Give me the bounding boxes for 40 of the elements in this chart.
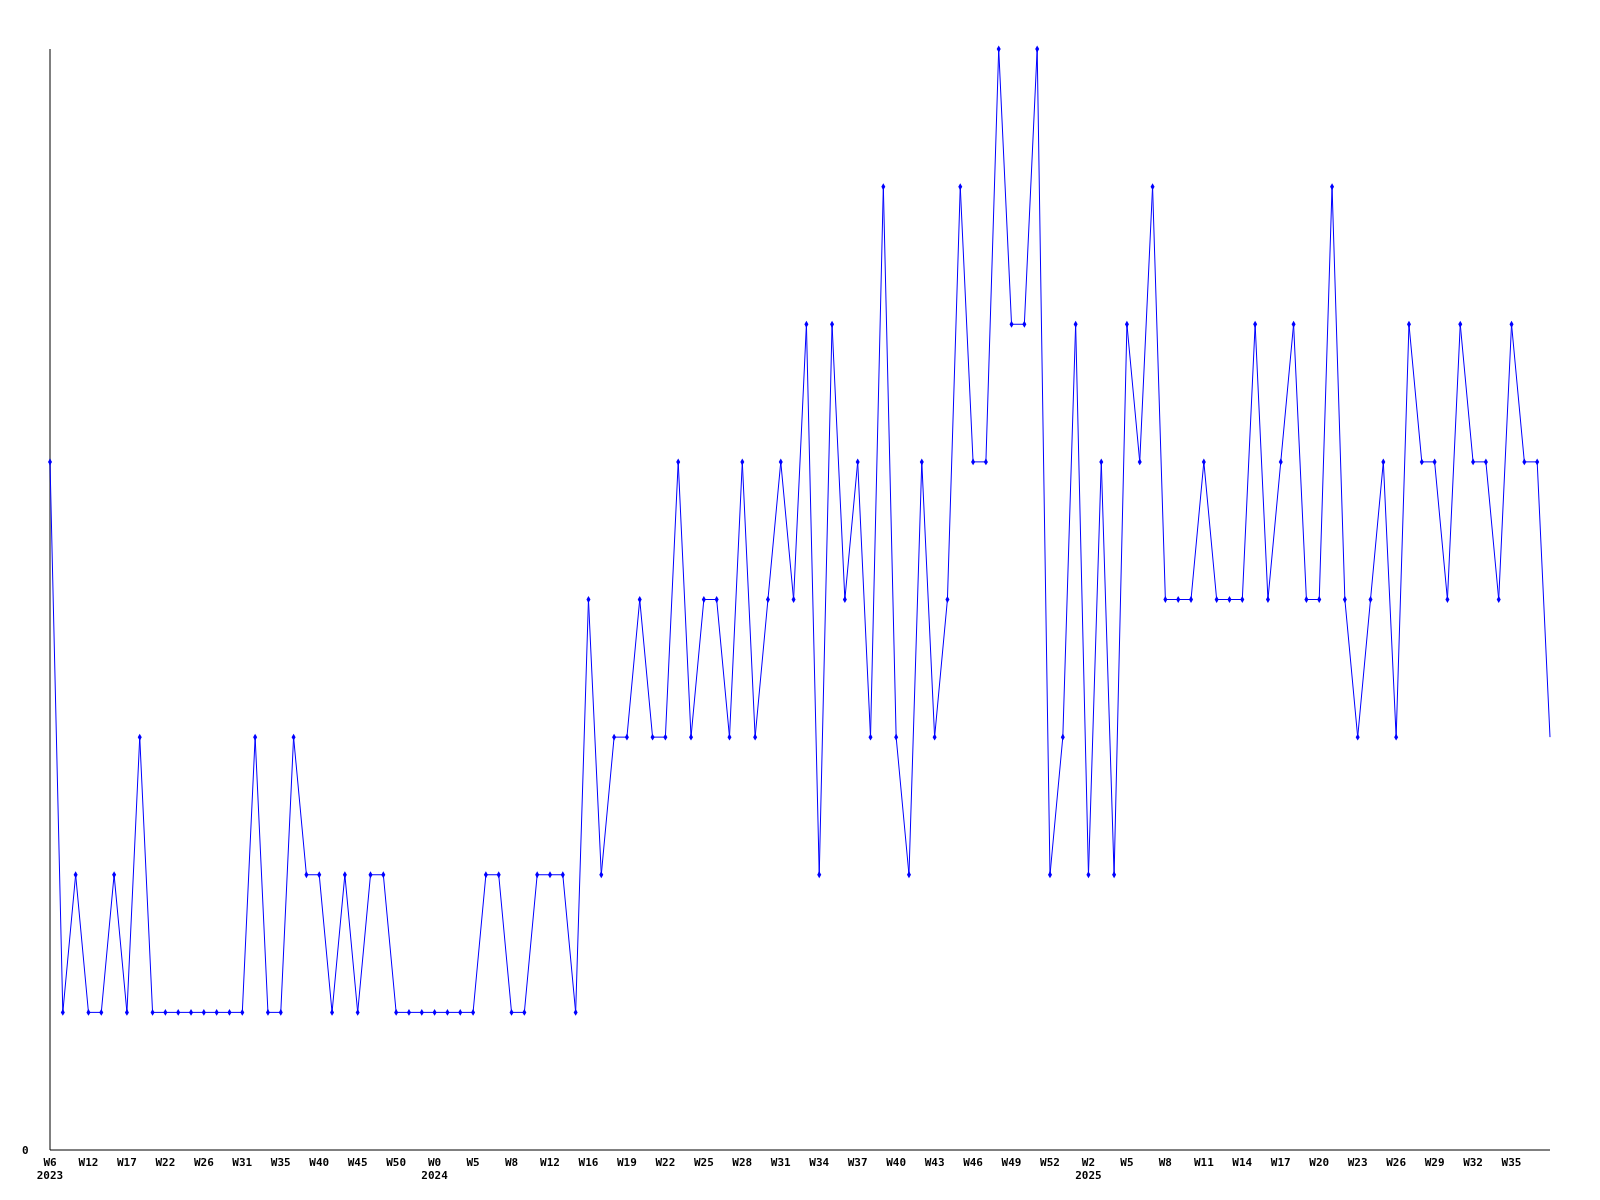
x-tick-label: W6 2023 bbox=[36, 1156, 64, 1182]
x-tick-label: W43 bbox=[924, 1156, 945, 1169]
x-tick-label: W2 2025 bbox=[1075, 1156, 1102, 1182]
x-tick-label: W25 bbox=[693, 1156, 714, 1169]
x-tick-label: W32 bbox=[1463, 1156, 1484, 1169]
x-tick-label: W0 2024 bbox=[421, 1156, 449, 1182]
x-tick-label: W17 bbox=[1270, 1156, 1291, 1169]
x-tick-label: W50 bbox=[386, 1156, 407, 1169]
x-tick-label: W20 bbox=[1309, 1156, 1330, 1169]
x-tick-label: W31 bbox=[770, 1156, 792, 1169]
x-tick-label: W22 bbox=[655, 1156, 676, 1169]
x-tick-label: W11 bbox=[1193, 1156, 1215, 1169]
x-tick-label: W28 bbox=[732, 1156, 753, 1169]
x-tick-label: W17 bbox=[116, 1156, 137, 1169]
x-tick-label: W5 bbox=[466, 1156, 480, 1169]
x-tick-label: W8 bbox=[504, 1156, 519, 1169]
x-tick-label: W35 bbox=[1501, 1156, 1522, 1169]
x-tick-label: W12 bbox=[78, 1156, 99, 1169]
x-tick-label: W49 bbox=[1001, 1156, 1022, 1169]
x-tick-label: W40 bbox=[309, 1156, 330, 1169]
x-tick-label: W40 bbox=[886, 1156, 907, 1169]
x-tick-label: W34 bbox=[809, 1156, 830, 1169]
x-tick-label: W23 bbox=[1347, 1156, 1368, 1169]
x-tick-label: W26 bbox=[1386, 1156, 1407, 1169]
x-tick-label: W29 bbox=[1424, 1156, 1445, 1169]
x-tick-label: W14 bbox=[1232, 1156, 1253, 1169]
x-tick-label: W37 bbox=[847, 1156, 868, 1169]
x-tick-label: W22 bbox=[155, 1156, 176, 1169]
x-tick-label: W19 bbox=[616, 1156, 637, 1169]
x-tick-label: W45 bbox=[347, 1156, 368, 1169]
x-tick-label: W52 bbox=[1040, 1156, 1060, 1169]
x-tick-label: W5 bbox=[1120, 1156, 1134, 1169]
x-tick-label: W16 bbox=[578, 1156, 599, 1169]
x-tick-label: W35 bbox=[270, 1156, 291, 1169]
text: 0 bbox=[22, 1144, 29, 1157]
x-tick-label: W26 bbox=[193, 1156, 215, 1169]
x-tick-label: W8 bbox=[1158, 1156, 1173, 1169]
x-tick-label: W46 bbox=[963, 1156, 984, 1169]
x-tick-label: W31 bbox=[232, 1156, 253, 1169]
x-tick-label: W12 bbox=[540, 1156, 560, 1169]
